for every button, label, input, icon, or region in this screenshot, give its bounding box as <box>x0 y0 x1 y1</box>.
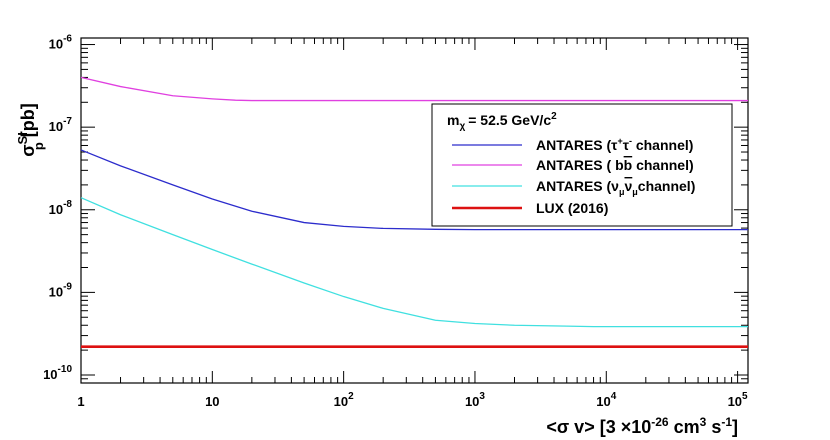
plot-frame <box>80 37 749 384</box>
legend-label-tau: ANTARES (τ+τ- channel) <box>536 136 693 153</box>
series-lines <box>80 76 748 349</box>
series-line-antares-nu <box>80 197 748 328</box>
y-tick-label: 10-10 <box>43 364 72 382</box>
legend-label-lux: LUX (2016) <box>536 200 608 216</box>
axis-tick-labels: 1 10 102 103 104 105 10-10 10-9 10-8 10-7 10-6 <box>43 34 748 409</box>
legend-header: mχ = 52.5 GeV/c2 <box>447 111 557 132</box>
legend-label-nu: ANTARES (νμνμchannel) <box>536 178 695 197</box>
y-tick-label: 10-8 <box>49 199 73 217</box>
series-line-antares-bb <box>80 76 748 102</box>
axis-ticks <box>80 38 748 384</box>
y-tick-label: 10-7 <box>49 116 73 134</box>
x-tick-label: 104 <box>596 391 616 409</box>
x-tick-label: 10 <box>205 394 219 409</box>
x-tick-label: 105 <box>728 391 748 409</box>
y-tick-label: 10-6 <box>49 34 73 52</box>
x-tick-label: 103 <box>465 391 485 409</box>
y-axis-title: σSIp [pb] <box>15 103 46 157</box>
y-tick-label: 10-9 <box>49 281 73 299</box>
series-line-antares-tau <box>80 149 748 231</box>
x-tick-label: 1 <box>77 394 84 409</box>
legend-label-bb: ANTARES ( bb channel) <box>536 157 694 173</box>
legend: mχ = 52.5 GeV/c2 ANTARES (τ+τ- channel) A… <box>431 103 733 227</box>
x-tick-label: 102 <box>334 391 354 409</box>
x-axis-title: <σ v> [3 ×10-26 cm3 s-1] <box>546 415 738 437</box>
